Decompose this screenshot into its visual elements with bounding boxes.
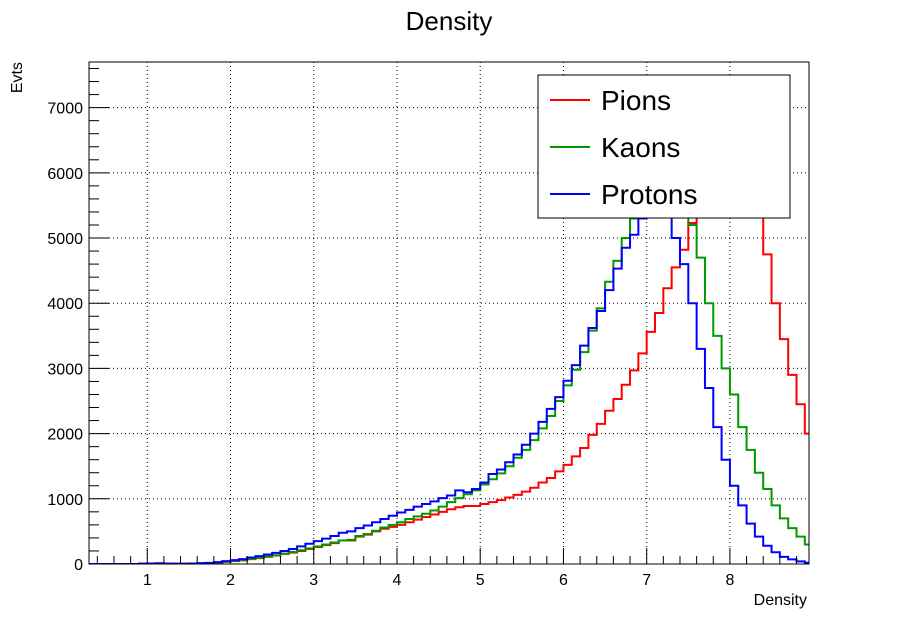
y-tick-label: 4000 <box>47 296 83 313</box>
chart-title: Density <box>406 6 493 36</box>
x-tick-label: 1 <box>143 572 152 589</box>
x-tick-label: 4 <box>393 572 402 589</box>
y-axis-label: Evts <box>9 62 26 93</box>
legend-label-pions: Pions <box>601 85 671 116</box>
x-axis-ticks: 1 2 3 4 5 6 7 8 <box>97 548 796 589</box>
series-line-protons <box>89 202 898 564</box>
x-tick-label: 7 <box>642 572 651 589</box>
x-tick-label: 8 <box>725 572 734 589</box>
y-tick-label: 6000 <box>47 166 83 183</box>
x-tick-label: 2 <box>226 572 235 589</box>
y-tick-label: 0 <box>74 557 83 574</box>
legend-label-protons: Protons <box>601 179 698 210</box>
y-tick-label: 1000 <box>47 492 83 509</box>
x-tick-label: 5 <box>476 572 485 589</box>
y-axis-ticks: 0 1000 2000 3000 4000 5000 6000 7000 <box>47 69 109 574</box>
y-tick-label: 5000 <box>47 231 83 248</box>
legend: Pions Kaons Protons <box>538 75 790 218</box>
x-axis-label: Density <box>754 592 807 609</box>
y-tick-label: 3000 <box>47 361 83 378</box>
legend-label-kaons: Kaons <box>601 132 680 163</box>
y-tick-label: 2000 <box>47 427 83 444</box>
x-tick-label: 3 <box>309 572 318 589</box>
y-tick-label: 7000 <box>47 101 83 118</box>
x-tick-label: 6 <box>559 572 568 589</box>
